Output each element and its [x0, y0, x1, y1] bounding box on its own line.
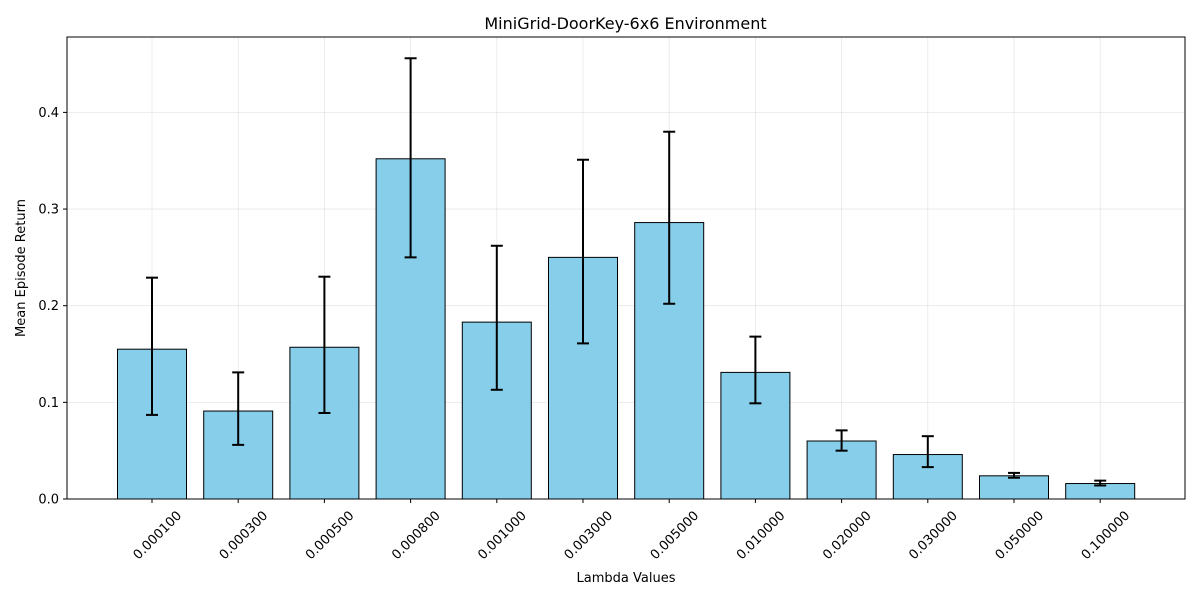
x-tick-label: 0.000500: [303, 508, 357, 562]
y-axis-label: Mean Episode Return: [14, 199, 29, 337]
y-tick-label: 0.1: [38, 396, 59, 411]
plot-frame: [66, 36, 1186, 500]
error-bar-layer: [146, 57, 1107, 487]
x-axis-label: Lambda Values: [577, 571, 676, 586]
x-tick-label: 0.010000: [734, 508, 788, 562]
x-tick-label: 0.005000: [648, 508, 702, 562]
x-tick-label: 0.000800: [389, 508, 443, 562]
x-tick-label: 0.050000: [993, 508, 1047, 562]
x-tick-label: 0.000100: [131, 508, 185, 562]
x-tick-label: 0.003000: [562, 508, 616, 562]
x-tick-label: 0.030000: [906, 508, 960, 562]
bar: [979, 475, 1049, 500]
chart-title: MiniGrid-DoorKey-6x6 Environment: [484, 14, 766, 33]
y-tick-label: 0.3: [38, 203, 59, 218]
y-tick-label: 0.0: [38, 493, 59, 508]
y-tick-label: 0.2: [38, 299, 59, 314]
bar-layer: [117, 158, 1136, 500]
x-axis-ticks: 0.000100 0.000300 0.000500 0.000800 0.001000…: [131, 499, 1133, 563]
x-tick-label: 0.100000: [1079, 508, 1133, 562]
y-axis-ticks: 0.0 0.1 0.2 0.3 0.4: [38, 106, 67, 508]
y-tick-label: 0.4: [38, 106, 59, 121]
x-tick-label: 0.000300: [217, 508, 271, 562]
x-tick-label: 0.001000: [475, 508, 529, 562]
x-tick-label: 0.020000: [820, 508, 874, 562]
